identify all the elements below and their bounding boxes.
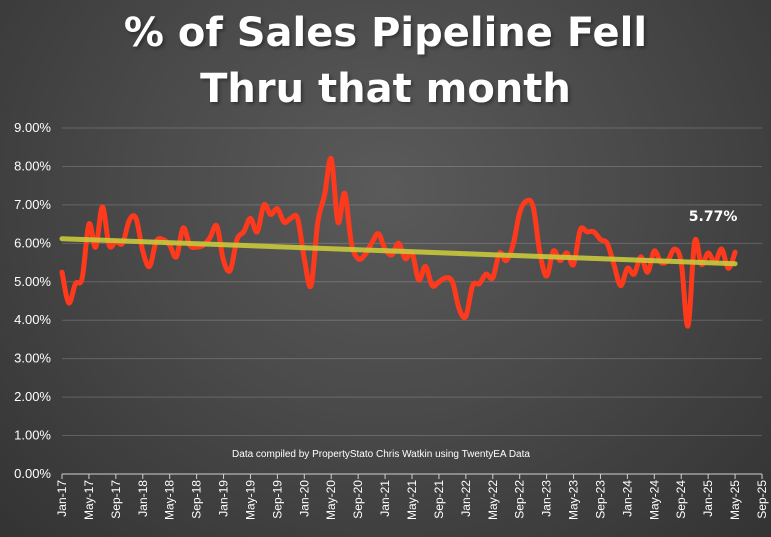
x-tick-label: Jan-25	[701, 480, 715, 517]
chart-title-line-1: % of Sales Pipeline Fell	[123, 10, 648, 56]
x-tick-label: May-21	[405, 480, 419, 520]
x-tick-label: Jan-21	[378, 480, 392, 517]
x-tick-label: May-23	[567, 480, 581, 520]
y-tick-label: 5.00%	[14, 274, 51, 289]
y-tick-label: 6.00%	[14, 235, 51, 250]
x-tick-label: Sep-19	[270, 480, 284, 519]
x-tick-label: Jan-24	[620, 480, 634, 517]
y-tick-label: 4.00%	[14, 312, 51, 327]
y-tick-label: 2.00%	[14, 389, 51, 404]
x-tick-label: May-19	[243, 480, 257, 520]
x-tick-label: Sep-23	[593, 480, 607, 519]
x-tick-label: Sep-17	[109, 480, 123, 519]
x-tick-label: Jan-19	[217, 480, 231, 517]
x-tick-label: May-24	[647, 480, 661, 520]
y-tick-label: 9.00%	[14, 120, 51, 135]
x-tick-label: Sep-22	[513, 480, 527, 519]
x-tick-label: May-18	[163, 480, 177, 520]
x-tick-label: Sep-20	[351, 480, 365, 519]
y-tick-label: 7.00%	[14, 197, 51, 212]
x-tick-label: May-17	[82, 480, 96, 520]
chart-title-line-2: Thru that month	[200, 66, 571, 112]
series-line	[59, 156, 738, 329]
y-tick-label: 1.00%	[14, 428, 51, 443]
x-tick-label: May-20	[324, 480, 338, 520]
x-tick-label: May-25	[728, 480, 742, 520]
x-tick-label: Jan-20	[297, 480, 311, 517]
x-tick-label: Sep-25	[755, 480, 769, 519]
x-tick-label: Sep-21	[432, 480, 446, 519]
x-tick-label: Sep-18	[190, 480, 204, 519]
source-note: Data compiled by PropertyStato Chris Wat…	[232, 449, 530, 460]
x-tick-label: May-22	[486, 480, 500, 520]
y-tick-label: 3.00%	[14, 351, 51, 366]
x-tick-label: Jan-22	[459, 480, 473, 517]
x-tick-label: Jan-23	[540, 480, 554, 517]
x-tick-label: Sep-24	[674, 480, 688, 519]
value-callout: 5.77%	[689, 209, 738, 225]
x-tick-label: Jan-17	[55, 480, 69, 517]
x-tick-label: Jan-18	[136, 480, 150, 517]
y-tick-label: 0.00%	[14, 466, 51, 481]
trend-line	[59, 236, 738, 267]
y-tick-label: 8.00%	[14, 158, 51, 173]
